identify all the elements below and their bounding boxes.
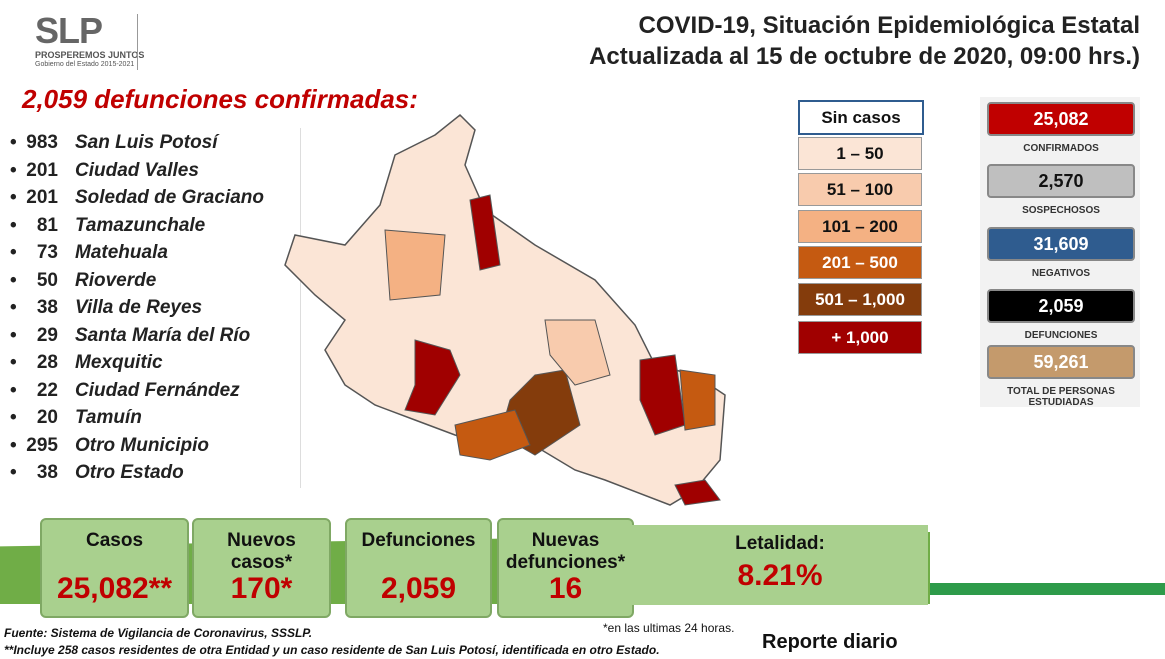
band-line [930,583,1165,595]
bullet: • [10,269,17,291]
title: COVID-19, Situación Epidemiológica Estat… [638,12,1140,39]
map-region [679,369,716,431]
bullet: • [10,214,17,236]
death-value: 22 [36,379,58,401]
map-region [384,229,446,301]
stat-value: 25,082 [987,102,1135,136]
municipality: Villa de Reyes [75,297,203,318]
bullet: • [10,187,17,208]
map-region [544,319,611,386]
bullet: • [10,352,17,373]
bullet: • [10,159,17,181]
summary-box: Casos 25,082** [40,518,189,618]
municipality: Otro Estado [75,462,184,483]
report: Reporte diario [762,631,898,653]
municipality: Rioverde [75,269,157,291]
stat-label: TOTAL DE PERSONAS ESTUDIADAS [1007,386,1115,408]
death-value: 983 [26,132,58,153]
death-value: 201 [26,159,58,181]
summary-label: Defunciones [361,530,476,551]
note-24h: *en las ultimas 24 horas. [603,621,735,635]
municipality: Mexquitic [75,352,163,373]
deaths-heading: 2,059 defunciones confirmadas: [22,84,418,114]
summary-label: Nuevas defunciones* [505,530,626,573]
stat-label: CONFIRMADOS [1023,143,1099,154]
subtitle: Actualizada al 15 de octubre de 2020, 09… [589,43,1140,70]
summary-box: Defunciones 2,059 [345,518,492,618]
map [284,113,726,506]
logo-slogan: PROSPEREMOS JUNTOS [35,50,145,60]
death-value: 28 [36,352,58,373]
stat-value: 31,609 [987,227,1135,261]
stat-label: SOSPECHOSOS [1022,205,1100,216]
death-value: 50 [36,269,58,291]
municipality: Ciudad Fernández [75,379,240,401]
summary-value: 170* [230,572,293,605]
municipality: Matehuala [75,242,168,263]
bullet: • [10,379,17,401]
legend-item: 101 – 200 [798,210,922,243]
municipality: Otro Municipio [75,434,210,456]
municipality: Tamazunchale [75,214,206,236]
death-value: 295 [26,434,58,456]
legend-item: 201 – 500 [798,246,922,279]
map-state [284,113,726,506]
stat-label: DEFUNCIONES [1024,330,1098,341]
legend-item: 51 – 100 [798,173,922,206]
death-value: 201 [26,187,58,208]
stat-value: 59,261 [987,345,1135,379]
map-region [674,479,721,506]
logo: SLP [35,10,103,51]
map-region [639,354,686,436]
summary-value: 2,059 [380,572,457,605]
summary-value: 16 [548,572,583,605]
municipality: San Luis Potosí [75,132,218,153]
stat-label: NEGATIVOS [1031,268,1091,279]
bullet: • [10,434,17,456]
bullet: • [10,462,17,483]
summary-label: Nuevos casos* [227,530,296,573]
legend-item: Sin casos [798,100,924,135]
summary-label: Casos [85,530,144,551]
death-value: 38 [36,462,58,483]
municipality: Tamuín [75,407,142,428]
logo-subtitle: Gobierno del Estado 2015-2021 [35,61,135,68]
source: Fuente: Sistema de Vigilancia de Coronav… [4,626,313,640]
note: **Incluye 258 casos residentes de otra E… [4,643,660,657]
bullet: • [10,407,17,428]
death-value: 20 [36,407,58,428]
summary-label: Letalidad: [735,533,825,554]
death-value: 29 [36,324,58,346]
summary-box: Nuevas defunciones* 16 [497,518,634,618]
list-divider [300,128,301,488]
stat-value: 2,570 [987,164,1135,198]
summary-box: Nuevos casos* 170* [192,518,331,618]
bullet: • [10,132,17,153]
legend-item: 501 – 1,000 [798,283,922,316]
municipality: Santa María del Río [75,324,251,346]
summary-box: Letalidad: 8.21% [632,525,928,605]
logo-divider [137,14,138,70]
death-value: 73 [36,242,58,263]
summary-value: 8.21% [737,559,823,592]
map-region [469,194,501,271]
map-region [404,339,461,416]
legend-item: + 1,000 [798,321,922,354]
death-value: 81 [36,214,58,236]
bullet: • [10,242,17,263]
map-region [454,409,531,461]
legend-item: 1 – 50 [798,137,922,170]
bullet: • [10,297,17,318]
stat-value: 2,059 [987,289,1135,323]
municipality: Soledad de Graciano [75,187,264,208]
municipality: Ciudad Valles [75,159,199,181]
death-value: 38 [36,297,58,318]
summary-value: 25,082** [56,572,173,605]
bullet: • [10,324,17,346]
